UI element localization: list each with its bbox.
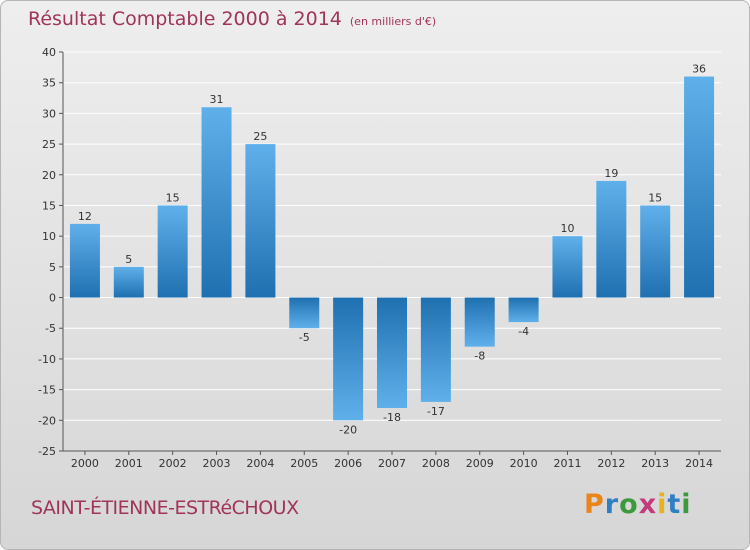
data-label: 12	[78, 210, 92, 223]
y-tick-label: 30	[42, 107, 56, 120]
y-tick-label: 35	[42, 77, 56, 90]
data-label: -17	[427, 405, 445, 418]
y-tick-label: 40	[42, 46, 56, 59]
y-tick-label: 5	[49, 261, 56, 274]
x-tick-label: 2014	[685, 457, 713, 470]
y-tick-label: -10	[38, 353, 56, 366]
x-tick-label: 2001	[115, 457, 143, 470]
data-label: 36	[692, 63, 706, 76]
data-label: 10	[560, 222, 574, 235]
logo-letter: r	[604, 489, 620, 520]
bar	[201, 107, 232, 298]
data-label: -18	[383, 411, 401, 424]
logo-letter: o	[619, 489, 639, 520]
x-tick-label: 2005	[290, 457, 318, 470]
logo-letter: t	[667, 489, 682, 520]
data-label: -20	[339, 423, 357, 436]
x-tick-label: 2012	[597, 457, 625, 470]
y-tick-label: -25	[38, 445, 56, 458]
x-tick-label: 2009	[466, 457, 494, 470]
bar	[113, 266, 144, 298]
data-label: 25	[253, 130, 267, 143]
y-tick-label: 0	[49, 292, 56, 305]
logo-letter: i	[681, 489, 692, 520]
y-tick-label: -15	[38, 384, 56, 397]
commune-name: SAINT-ÉTIENNE-ESTRéCHOUX	[31, 497, 299, 519]
bar	[596, 180, 627, 298]
logo-letter: P	[584, 489, 605, 520]
data-label: -4	[518, 325, 529, 338]
bar	[464, 297, 495, 347]
x-tick-label: 2010	[510, 457, 538, 470]
data-label: 31	[210, 93, 224, 106]
x-tick-label: 2006	[334, 457, 362, 470]
x-tick-label: 2007	[378, 457, 406, 470]
x-tick-label: 2004	[246, 457, 274, 470]
x-tick-label: 2000	[71, 457, 99, 470]
bar	[508, 297, 539, 323]
x-tick-label: 2002	[159, 457, 187, 470]
x-tick-label: 2011	[553, 457, 581, 470]
y-tick-label: 25	[42, 138, 56, 151]
x-tick-label: 2008	[422, 457, 450, 470]
bar	[420, 297, 451, 402]
data-label: -8	[474, 350, 485, 363]
y-tick-label: 15	[42, 199, 56, 212]
chart-title: Résultat Comptable 2000 à 2014	[28, 8, 342, 30]
data-label: 15	[648, 191, 662, 204]
chart-subtitle: (en milliers d'€)	[349, 15, 437, 28]
logo-letter: i	[657, 489, 668, 520]
bar	[640, 205, 671, 298]
y-tick-label: -20	[38, 414, 56, 427]
proxiti-logo: Proxiti	[584, 489, 692, 520]
y-tick-label: -5	[45, 322, 56, 335]
bar	[377, 297, 407, 409]
bar	[69, 223, 100, 298]
data-label: 5	[125, 253, 132, 266]
y-tick-label: 10	[42, 230, 56, 243]
title-row: Résultat Comptable 2000 à 2014 (en millie…	[28, 8, 436, 30]
bar	[684, 76, 715, 298]
data-label: 15	[166, 191, 180, 204]
bar	[289, 297, 320, 329]
data-label: 19	[604, 167, 618, 180]
y-tick-label: 20	[42, 169, 56, 182]
logo-letter: x	[638, 489, 658, 520]
bar	[157, 205, 188, 298]
x-tick-label: 2003	[203, 457, 231, 470]
bar	[245, 144, 276, 298]
data-label: -5	[299, 331, 310, 344]
bar	[552, 236, 583, 298]
x-tick-label: 2013	[641, 457, 669, 470]
bar	[333, 297, 364, 421]
